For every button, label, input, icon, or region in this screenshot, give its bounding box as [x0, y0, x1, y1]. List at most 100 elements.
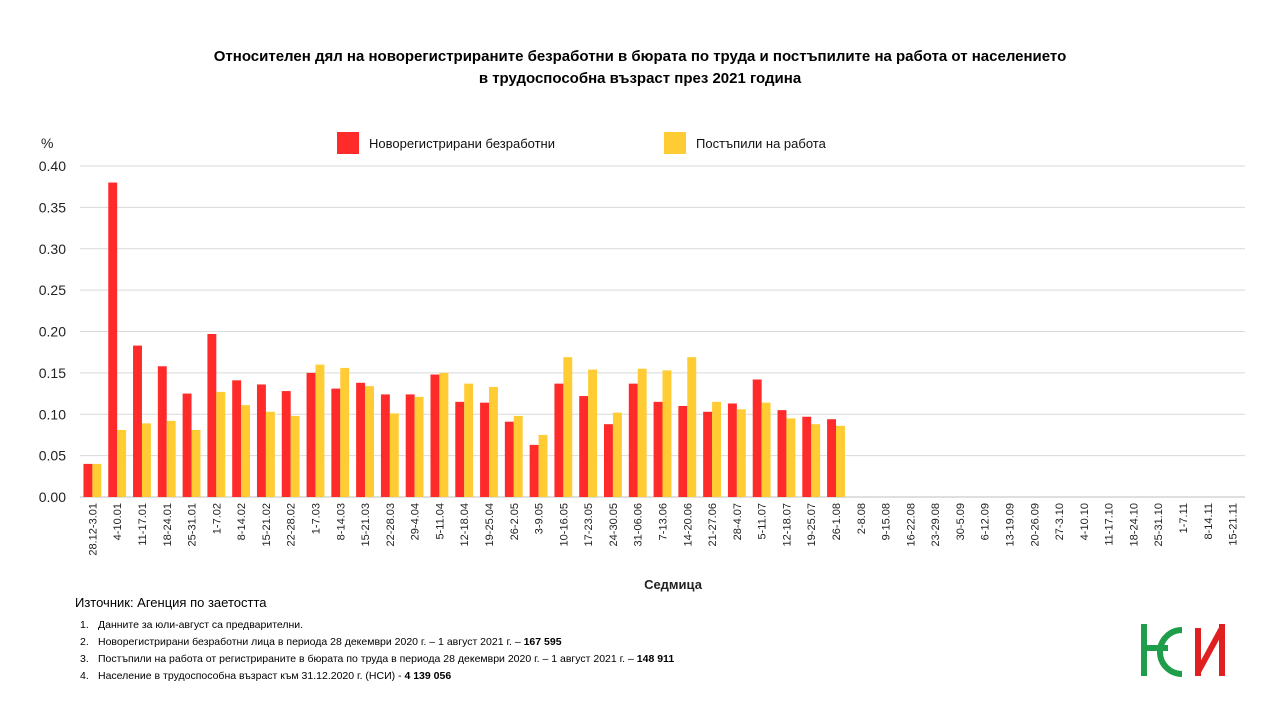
bar-unemployed[interactable] — [157, 366, 167, 497]
note-item: 1. Данните за юли-август са предварителни… — [80, 617, 674, 634]
bar-employed[interactable] — [439, 372, 449, 497]
bar-unemployed[interactable] — [579, 396, 589, 497]
bar-employed[interactable] — [761, 402, 771, 497]
bar-employed[interactable] — [365, 386, 374, 497]
bar-unemployed[interactable] — [182, 393, 192, 497]
y-tick-label: 0.25 — [39, 282, 66, 298]
bar-employed[interactable] — [836, 425, 845, 497]
bar-unemployed[interactable] — [703, 411, 713, 497]
bar-employed[interactable] — [117, 429, 127, 497]
bar-unemployed[interactable] — [480, 402, 489, 497]
x-tick-label: 7-13.06 — [658, 503, 670, 540]
bar-employed[interactable] — [340, 367, 350, 497]
bar-employed[interactable] — [687, 357, 697, 497]
x-tick-label: 25-31.10 — [1153, 503, 1165, 546]
bar-unemployed[interactable] — [430, 374, 440, 497]
bar-unemployed[interactable] — [802, 416, 812, 497]
x-tick-label: 19-25.07 — [806, 503, 818, 546]
x-tick-label: 5-11.07 — [757, 503, 769, 540]
bar-employed[interactable] — [166, 420, 176, 497]
bar-employed[interactable] — [811, 424, 821, 497]
bar-unemployed[interactable] — [777, 410, 787, 497]
note-value: 167 595 — [523, 636, 562, 648]
x-tick-label: 8-14.02 — [236, 503, 248, 540]
bar-employed[interactable] — [488, 386, 498, 497]
x-tick-label: 29-4.04 — [410, 503, 422, 540]
bar-unemployed[interactable] — [455, 401, 465, 497]
bar-unemployed[interactable] — [628, 383, 638, 497]
bar-unemployed[interactable] — [678, 405, 688, 497]
y-tick-label: 0.15 — [39, 365, 66, 381]
x-tick-label: 1-7.02 — [211, 503, 223, 534]
x-tick-label: 20-26.09 — [1029, 503, 1041, 546]
bar-employed[interactable] — [513, 415, 523, 497]
note-text: Данните за юли-август са предварителни. — [98, 619, 304, 631]
y-tick-label: 0.30 — [39, 241, 66, 257]
bar-unemployed[interactable] — [133, 345, 142, 497]
legend-item-unemployed[interactable]: Новорегистрирани безработни — [337, 132, 555, 154]
bar-unemployed[interactable] — [256, 384, 266, 497]
x-tick-label: 26-2.05 — [509, 503, 521, 540]
bar-employed[interactable] — [538, 434, 548, 497]
x-tick-label: 3-9.05 — [534, 503, 546, 534]
bar-unemployed[interactable] — [108, 182, 118, 498]
x-tick-label: 8-14.03 — [335, 503, 347, 540]
bar-employed[interactable] — [92, 463, 102, 497]
bar-unemployed[interactable] — [306, 372, 316, 497]
bar-employed[interactable] — [736, 409, 746, 497]
bar-employed[interactable] — [290, 415, 300, 497]
bar-unemployed[interactable] — [83, 463, 93, 497]
bar-unemployed[interactable] — [281, 391, 291, 497]
legend-item-employed[interactable]: Постъпили на работа — [664, 132, 827, 154]
x-tick-label: 11-17.10 — [1104, 503, 1116, 546]
bar-employed[interactable] — [712, 401, 721, 497]
bar-unemployed[interactable] — [752, 379, 762, 497]
x-tick-label: 31-06.06 — [633, 503, 645, 546]
bar-unemployed[interactable] — [554, 383, 564, 497]
x-tick-label: 8-14.11 — [1203, 503, 1215, 540]
x-tick-label: 2-8.08 — [856, 503, 868, 534]
bar-employed[interactable] — [637, 368, 647, 497]
bar-employed[interactable] — [612, 412, 622, 497]
bar-unemployed[interactable] — [827, 419, 837, 497]
x-tick-label: 24-30.05 — [608, 503, 620, 546]
bar-employed[interactable] — [588, 369, 598, 497]
bar-employed[interactable] — [265, 411, 275, 497]
bar-employed[interactable] — [241, 405, 251, 497]
x-tick-label: 13-19.09 — [1005, 503, 1017, 546]
bar-unemployed[interactable] — [653, 401, 663, 497]
bar-employed[interactable] — [414, 396, 424, 497]
nsi-logo-icon — [1141, 624, 1225, 677]
bar-unemployed[interactable] — [604, 424, 613, 497]
bar-unemployed[interactable] — [529, 444, 539, 497]
y-axis-ticks: 0.00 0.05 0.10 0.15 0.20 0.25 0.30 0.35 0.40 — [39, 158, 66, 505]
bar-employed[interactable] — [563, 357, 573, 497]
legend: Новорегистрирани безработни Постъпили на… — [337, 132, 827, 154]
x-tick-label: 28.12-3.01 — [87, 503, 99, 556]
bar-unemployed[interactable] — [331, 388, 341, 497]
bar-unemployed[interactable] — [380, 394, 390, 497]
bar-employed[interactable] — [464, 383, 474, 497]
bar-employed[interactable] — [389, 413, 399, 497]
bar-unemployed[interactable] — [727, 403, 737, 497]
y-axis-unit: % — [41, 135, 53, 151]
bar-employed[interactable] — [662, 370, 672, 497]
x-tick-label: 4-10.01 — [112, 503, 124, 540]
bar-unemployed[interactable] — [232, 380, 242, 497]
bar-employed[interactable] — [141, 423, 151, 497]
x-tick-label: 30-5.09 — [955, 503, 967, 540]
bar-employed[interactable] — [786, 418, 796, 497]
bar-employed[interactable] — [216, 391, 226, 497]
bar-unemployed[interactable] — [356, 382, 366, 497]
x-tick-label: 11-17.01 — [137, 503, 149, 546]
bar-unemployed[interactable] — [207, 333, 217, 497]
x-tick-label: 1-7.11 — [1178, 503, 1190, 533]
x-tick-label: 5-11.04 — [434, 503, 446, 540]
bar-unemployed[interactable] — [405, 394, 415, 497]
x-tick-label: 17-23.05 — [583, 503, 595, 546]
bar-employed[interactable] — [191, 429, 201, 497]
x-tick-label: 28-4.07 — [732, 503, 744, 540]
bar-employed[interactable] — [315, 364, 325, 497]
chart-title-line2: в трудоспособна възраст през 2021 година — [478, 70, 802, 87]
bar-unemployed[interactable] — [504, 421, 514, 497]
